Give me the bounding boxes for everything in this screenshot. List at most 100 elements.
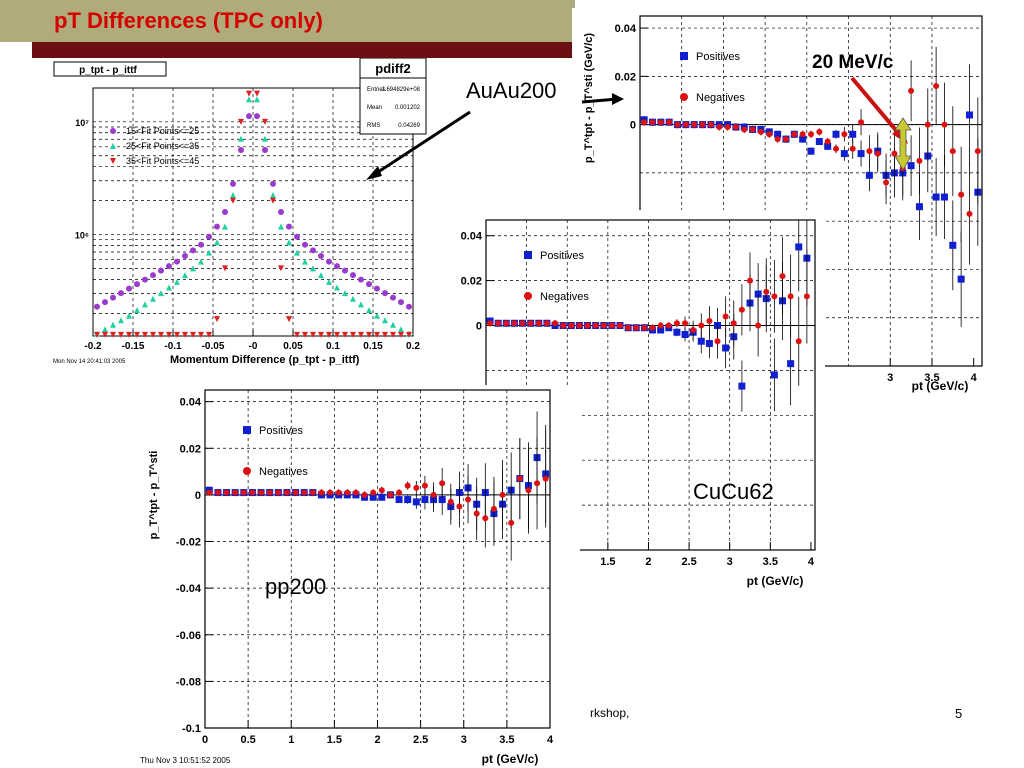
x-tick-label: 0.2 [406, 341, 420, 352]
data-point [266, 489, 273, 496]
data-point [957, 275, 965, 283]
pdiff-data-point [382, 290, 388, 297]
data-point [966, 210, 973, 217]
stats-key: Mean [367, 105, 382, 111]
x-tick-label: 3 [727, 556, 733, 568]
stats-value: 0.04269 [398, 123, 420, 129]
data-point [799, 131, 806, 138]
data-point [707, 121, 714, 128]
legend-label: Negatives [540, 291, 589, 303]
x-tick-label: 3 [461, 734, 467, 746]
data-point [473, 510, 480, 517]
y-tick-label: 10⁶ [75, 231, 89, 241]
pdiff-data-point [110, 294, 116, 301]
data-point [782, 136, 789, 143]
pdiff-data-point [182, 252, 188, 259]
data-point [732, 124, 739, 131]
data-point [395, 496, 403, 504]
data-point [508, 519, 515, 526]
pdiff-data-point [254, 96, 260, 103]
data-point [527, 320, 534, 327]
data-point [327, 489, 334, 496]
data-point [933, 83, 940, 89]
data-point [958, 191, 965, 198]
data-point [568, 322, 575, 329]
data-point [747, 277, 754, 284]
data-point [490, 505, 497, 512]
pdiff-data-point [302, 241, 308, 248]
legend-label: 35<Fit Points<=45 [126, 156, 199, 166]
data-point [749, 126, 756, 133]
data-point [666, 119, 673, 126]
pdiff-data-point [150, 331, 156, 338]
pdiff-data-point [262, 118, 268, 125]
pdiff-data-point [182, 272, 188, 279]
data-point [275, 489, 282, 496]
stats-title: pdiff2 [375, 61, 410, 76]
data-point [705, 339, 713, 347]
pdiff-data-point [254, 90, 260, 97]
x-tick-label: -0.1 [164, 341, 182, 352]
data-point [915, 203, 923, 211]
pdiff-data-point [398, 326, 404, 333]
data-point [649, 119, 656, 126]
data-point [832, 130, 840, 138]
pdiff-data-point [158, 267, 164, 274]
data-point [223, 489, 230, 496]
pdiff-data-point [366, 281, 372, 288]
x-axis-label: pt (GeV/c) [747, 574, 804, 588]
legend-marker [243, 467, 251, 475]
title-banner [0, 0, 575, 42]
data-point [706, 318, 713, 325]
data-point [779, 273, 786, 280]
data-point [932, 193, 940, 201]
data-point [318, 489, 325, 496]
pdiff-data-point [222, 265, 228, 272]
pdiff-data-point [334, 263, 340, 270]
data-point [840, 150, 848, 158]
pdiff-data-point [286, 239, 292, 246]
legend-marker [110, 128, 116, 134]
pdiff-data-point [278, 223, 284, 230]
data-point [722, 344, 730, 352]
energy-annotation: 20 MeV/c [812, 52, 894, 73]
data-point [447, 498, 454, 505]
y-tick-label: 0.02 [615, 71, 636, 83]
legend-marker [110, 143, 116, 149]
data-point [335, 489, 342, 496]
y-tick-label: -0.08 [176, 676, 201, 688]
data-point [682, 320, 689, 327]
legend-label: Positives [696, 51, 741, 63]
pdiff-data-point [198, 331, 204, 338]
pdiff-data-point [278, 209, 284, 215]
pdiff-data-point [166, 331, 172, 338]
data-point [576, 322, 583, 329]
data-point [519, 320, 526, 327]
pdiff-data-point [350, 272, 356, 279]
data-point [673, 320, 680, 327]
data-point [770, 371, 778, 379]
data-point [499, 491, 506, 498]
x-tick-label: 0.5 [240, 734, 255, 746]
plot-frame [92, 87, 414, 337]
legend-marker [680, 93, 688, 101]
data-point [439, 480, 446, 487]
pdiff-data-point [310, 247, 316, 254]
pdiff-data-point [398, 299, 404, 306]
pdiff-data-point [366, 307, 372, 314]
pp-chart: 0 0.5 1 1.5 2 2.5 3 3.5 4 0.04 0.02 0 -0.02 -0.04 -0.0… [140, 389, 554, 766]
data-point [633, 324, 640, 331]
y-axis-label: p_T^tpt - p_T^sti [148, 451, 160, 540]
data-point [757, 128, 764, 135]
data-point [691, 121, 698, 128]
pdiff-data-point [310, 265, 316, 272]
pdiff-data-point [382, 317, 388, 324]
pdiff-data-point [110, 331, 116, 338]
pdiff-data-point [142, 276, 148, 283]
canvas-title: p_tpt - p_ittf [79, 65, 137, 76]
x-tick-label: 3.5 [499, 734, 514, 746]
y-tick-label: 0 [195, 490, 201, 502]
data-point [974, 148, 981, 155]
data-point [824, 142, 832, 150]
pdiff-data-point [350, 331, 356, 338]
